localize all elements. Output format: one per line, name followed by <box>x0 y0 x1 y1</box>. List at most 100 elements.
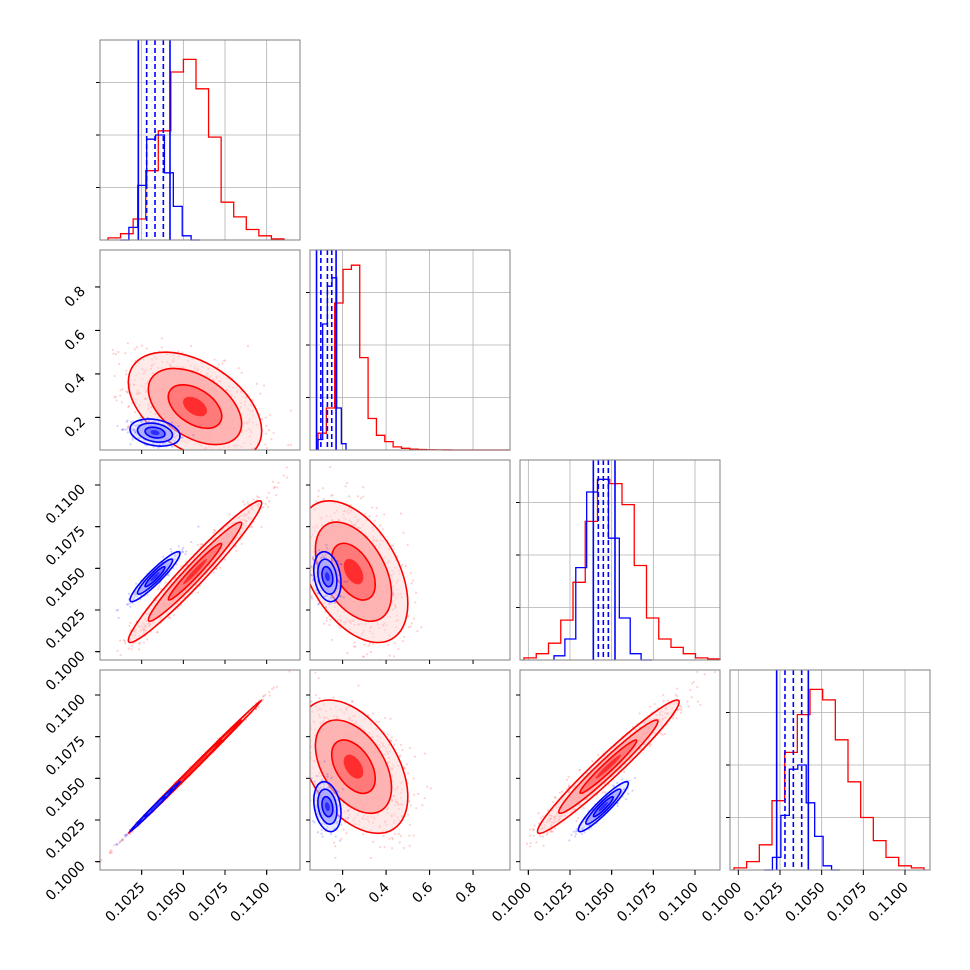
red-sample-point <box>361 655 365 658</box>
red-sample-point <box>315 500 318 503</box>
blue-sample-point <box>126 419 129 422</box>
blue-sample-point <box>116 424 119 428</box>
red-sample-point <box>117 350 120 354</box>
blue-sample-point <box>333 601 337 604</box>
blue-sample-point <box>167 574 170 577</box>
red-sample-point <box>91 694 93 696</box>
blue-sample-point <box>125 420 128 423</box>
blue-sample-point <box>145 444 148 447</box>
red-sample-point <box>137 642 140 645</box>
red-sample-point <box>219 566 222 569</box>
red-sample-point <box>121 837 125 840</box>
red-sample-point <box>140 344 144 347</box>
red-sample-point <box>190 344 193 348</box>
blue-sample-point <box>339 594 342 598</box>
red-sample-point <box>120 401 124 404</box>
red-sample-point <box>179 565 182 568</box>
red-sample-point <box>362 486 365 489</box>
blue-sample-point <box>157 446 160 449</box>
red-sample-point <box>248 451 250 453</box>
red-sample-point <box>212 571 216 574</box>
blue-sample-point <box>311 574 314 577</box>
red-sample-point <box>352 645 356 648</box>
hist-panel-0 <box>96 39 301 241</box>
red-sample-point <box>113 396 116 399</box>
red-sample-point <box>215 567 219 570</box>
red-sample-point <box>120 839 123 842</box>
red-sample-point <box>168 616 171 619</box>
blue-sample-point <box>326 547 329 550</box>
red-sample-point <box>109 851 112 855</box>
blue-sample-point <box>125 603 129 606</box>
red-sample-point <box>242 500 245 503</box>
red-sample-point <box>353 641 356 644</box>
red-sample-point <box>407 615 410 618</box>
blue-sample-point <box>162 555 165 558</box>
red-sample-point <box>115 399 118 402</box>
red-sample-point <box>285 466 288 469</box>
panel-frame <box>99 459 301 661</box>
red-sample-point <box>207 454 209 456</box>
red-sample-point <box>127 647 130 650</box>
red-sample-point <box>119 389 122 392</box>
red-sample-point <box>388 654 391 657</box>
blue-sample-point <box>314 550 317 554</box>
blue-sample-point <box>181 436 184 439</box>
blue-sample-point <box>170 421 174 424</box>
blue-hist-0 <box>120 134 200 241</box>
red-sample-point <box>213 358 216 361</box>
panel-frame <box>729 669 931 871</box>
red-contour <box>183 396 208 417</box>
red-hist-1 <box>317 264 510 451</box>
hist-panel-1 <box>306 249 511 451</box>
blue-sample-point <box>312 579 315 582</box>
red-sample-point <box>371 642 375 646</box>
red-sample-point <box>267 491 270 495</box>
red-sample-point <box>322 497 325 501</box>
blue-sample-point <box>169 547 172 551</box>
red-hist-2 <box>523 478 721 660</box>
red-sample-point <box>354 645 357 648</box>
red-sample-point <box>375 506 378 509</box>
red-sample-point <box>282 474 285 477</box>
blue-sample-point <box>175 563 178 566</box>
red-sample-point <box>120 840 123 843</box>
red-sample-point <box>265 446 269 450</box>
blue-sample-point <box>181 778 184 781</box>
red-sample-point <box>338 626 342 629</box>
red-sample-point <box>272 486 275 490</box>
red-sample-point <box>285 476 289 479</box>
red-sample-point <box>331 638 334 642</box>
blue-sample-point <box>115 609 118 612</box>
red-sample-point <box>237 367 240 370</box>
red-sample-point <box>322 622 326 625</box>
red-sample-point <box>271 687 274 690</box>
red-sample-point <box>346 481 349 485</box>
blue-sample-point <box>317 603 320 606</box>
red-sample-point <box>118 362 121 366</box>
red-sample-point <box>222 359 225 362</box>
red-sample-point <box>130 648 133 651</box>
blue-sample-point <box>127 592 131 595</box>
panel-frame <box>99 249 301 451</box>
blue-sample-point <box>184 553 187 556</box>
blue-sample-point <box>311 556 315 559</box>
red-sample-point <box>119 394 122 397</box>
red-sample-point <box>406 543 409 547</box>
red-sample-point <box>404 564 407 567</box>
red-sample-point <box>268 694 271 697</box>
red-sample-point <box>283 455 285 457</box>
red-sample-point <box>317 495 320 498</box>
red-sample-point <box>270 438 273 441</box>
red-sample-point <box>363 643 366 646</box>
red-sample-point <box>254 708 258 711</box>
red-sample-point <box>133 410 137 414</box>
blue-sample-point <box>339 562 342 566</box>
red-sample-point <box>160 337 163 340</box>
red-sample-point <box>126 342 129 345</box>
red-sample-point <box>261 698 265 701</box>
blue-sample-point <box>177 424 180 428</box>
blue-sample-point <box>324 605 328 609</box>
blue-sample-point <box>126 427 129 430</box>
